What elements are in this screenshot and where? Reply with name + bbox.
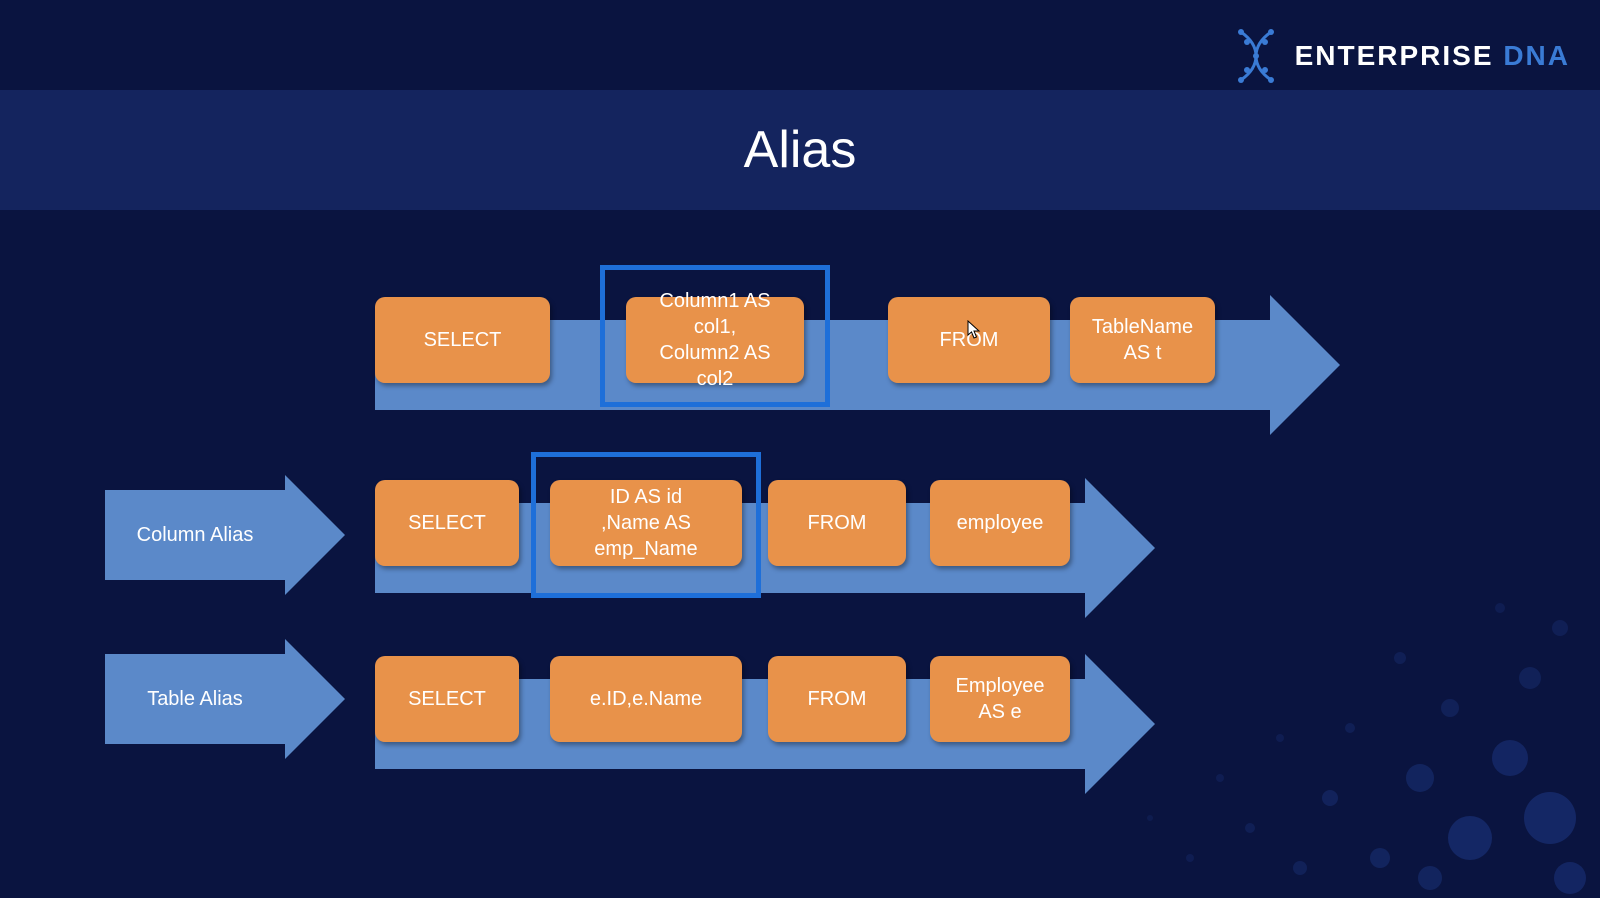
dna-helix-icon (1231, 28, 1281, 84)
r1-table: TableName AS t (1070, 297, 1215, 383)
logo-text-dna: DNA (1503, 40, 1570, 71)
title-bar: Alias (0, 90, 1600, 210)
r2-cols: ID AS id,Name AS emp_Name (550, 480, 742, 566)
r3-cols: e.ID,e.Name (550, 656, 742, 742)
r3-table: Employee AS e (930, 656, 1070, 742)
r1-cols: Column1 AS col1,Column2 AS col2 (626, 297, 804, 383)
r3-select: SELECT (375, 656, 519, 742)
r2-from: FROM (768, 480, 906, 566)
row2-label-text: Column Alias (105, 490, 285, 580)
r1-select: SELECT (375, 297, 550, 383)
r2-select: SELECT (375, 480, 519, 566)
logo: ENTERPRISE DNA (1231, 28, 1570, 84)
row2-label-arrow: Column Alias (105, 490, 345, 580)
r2-table: employee (930, 480, 1070, 566)
row3-label-arrow: Table Alias (105, 654, 345, 744)
r1-from: FROM (888, 297, 1050, 383)
logo-text: ENTERPRISE DNA (1295, 40, 1570, 72)
logo-text-enterprise: ENTERPRISE (1295, 40, 1494, 71)
page-title: Alias (744, 120, 857, 180)
r3-from: FROM (768, 656, 906, 742)
row3-label-text: Table Alias (105, 654, 285, 744)
